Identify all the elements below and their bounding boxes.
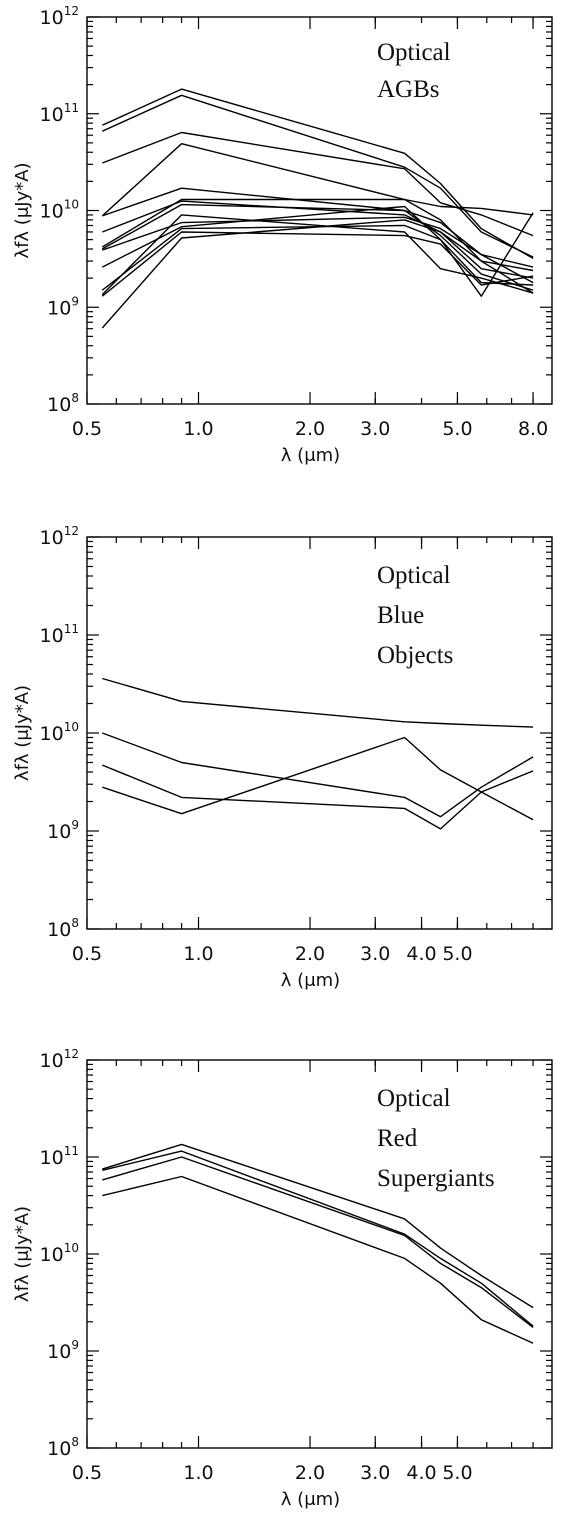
series-line-5: [102, 187, 534, 284]
panel-1: 108 109 1010 1011 1012 0.5 1.0 2.0 3.0 5.0 8.0 λ (μ…: [12, 4, 553, 466]
x-tick-label: 4.0: [406, 943, 436, 965]
series-line-1: [102, 88, 534, 260]
x-tick-label: 0.5: [72, 1462, 102, 1484]
panel-2: 108 109 1010 1011 1012 0.5 1.0 2.0 3.0 4.0 5.0 λ (μ…: [12, 524, 553, 991]
x-tick-label: 5.0: [442, 943, 472, 965]
y-tick-label: 1012: [40, 1047, 79, 1072]
y-tick-label: 109: [47, 1338, 79, 1363]
series-line-13: [101, 231, 534, 297]
x-tick-label: 3.0: [360, 418, 390, 440]
y-axis-title: λfλ (μJy*A): [12, 1206, 33, 1302]
panel-annotation-line: AGBs: [377, 76, 440, 103]
series-line-10: [101, 205, 534, 297]
series-line-4: [101, 142, 534, 217]
x-tick-label: 2.0: [295, 418, 325, 440]
panel-annotation-line: Blue: [377, 602, 424, 629]
x-tick-label: 5.0: [442, 418, 472, 440]
y-tick-label: 108: [47, 391, 79, 416]
panel-annotation-line: Red: [377, 1125, 418, 1152]
series-line-1: [102, 1143, 534, 1309]
y-tick-label: 109: [47, 294, 79, 319]
x-tick-label: 2.0: [295, 1462, 325, 1484]
x-tick-label: 3.0: [360, 1462, 390, 1484]
plot-frame: [86, 1059, 553, 1449]
x-tick-label: 1.0: [183, 418, 213, 440]
x-tick-label: 3.0: [360, 943, 390, 965]
y-tick-label: 1011: [40, 622, 79, 647]
x-axis-title: λ (μm): [281, 445, 340, 466]
y-tick-label: 1010: [40, 1241, 79, 1266]
series-line-3: [102, 1156, 534, 1328]
y-tick-label: 1010: [40, 720, 79, 745]
y-tick-label: 108: [47, 916, 79, 941]
x-axis-title: λ (μm): [281, 1489, 340, 1510]
x-tick-label: 0.5: [72, 943, 102, 965]
y-tick-label: 1012: [40, 4, 79, 29]
panel-3: 108 109 1010 1011 1012 0.5 1.0 2.0 3.0 4.0 5.0 λ (μ…: [12, 1047, 553, 1510]
panel-annotation-line: Optical: [377, 39, 451, 66]
series-line-7: [101, 198, 534, 272]
series-line-3: [102, 764, 534, 830]
panel-annotation-line: Optical: [377, 1085, 451, 1112]
x-tick-label: 2.0: [295, 943, 325, 965]
series-line-4: [102, 1175, 534, 1344]
series-line-2: [102, 732, 534, 818]
x-axis-title: λ (μm): [281, 970, 340, 991]
y-tick-label: 109: [47, 818, 79, 843]
series-line-1: [102, 677, 534, 728]
x-tick-label: 5.0: [442, 1462, 472, 1484]
panel-annotation-line: Objects: [377, 642, 453, 669]
x-tick-label: 8.0: [518, 418, 548, 440]
series-line-2: [102, 94, 534, 258]
y-axis-title: λfλ (μJy*A): [12, 685, 33, 781]
panel-annotation-line: Optical: [377, 562, 451, 589]
y-tick-label: 1012: [40, 524, 79, 549]
series-line-3: [102, 131, 534, 237]
x-tick-label: 1.0: [183, 943, 213, 965]
x-tick-label: 4.0: [406, 1462, 436, 1484]
y-tick-label: 108: [47, 1435, 79, 1460]
y-axis-title: λfλ (μJy*A): [12, 162, 33, 258]
y-tick-label: 1011: [40, 1144, 79, 1169]
x-tick-label: 1.0: [183, 1462, 213, 1484]
series-line-12: [101, 214, 534, 296]
panel-annotation-line: Supergiants: [377, 1165, 495, 1192]
y-tick-label: 1010: [40, 198, 79, 223]
series-line-4: [102, 736, 534, 821]
y-tick-label: 1011: [40, 101, 79, 126]
x-tick-label: 0.5: [72, 418, 102, 440]
series-line-2: [102, 1150, 534, 1327]
series-line-14: [101, 219, 534, 329]
plot-frame: [86, 536, 553, 930]
